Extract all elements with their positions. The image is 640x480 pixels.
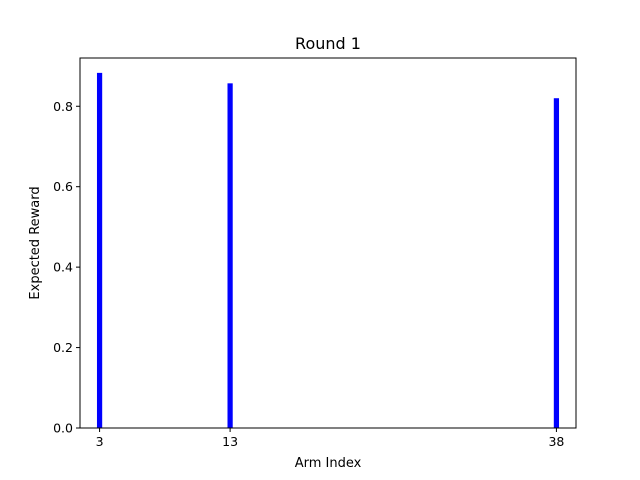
chart-title: Round 1: [295, 34, 361, 53]
y-tick-label-1: 0.2: [53, 340, 73, 355]
y-ticks-layer: 0.0 0.2 0.4 0.6 0.8: [53, 99, 80, 436]
x-tick-label-3: 3: [96, 434, 104, 449]
y-tick-label-4: 0.8: [53, 99, 73, 114]
bar-arm-38: [553, 98, 560, 428]
y-tick-label-0: 0.0: [53, 421, 73, 436]
bars-layer: [96, 72, 560, 428]
bar-arm-3: [96, 72, 103, 428]
y-axis-label: Expected Reward: [28, 186, 43, 299]
bar-arm-13: [227, 83, 233, 428]
x-axis-label: Arm Index: [295, 456, 362, 471]
x-ticks-layer: 3 13 38: [96, 428, 564, 449]
plot-frame: [79, 57, 577, 429]
x-tick-label-38: 38: [548, 434, 564, 449]
x-tick-label-13: 13: [222, 434, 238, 449]
y-tick-label-2: 0.4: [53, 260, 73, 275]
y-tick-label-3: 0.6: [53, 179, 73, 194]
